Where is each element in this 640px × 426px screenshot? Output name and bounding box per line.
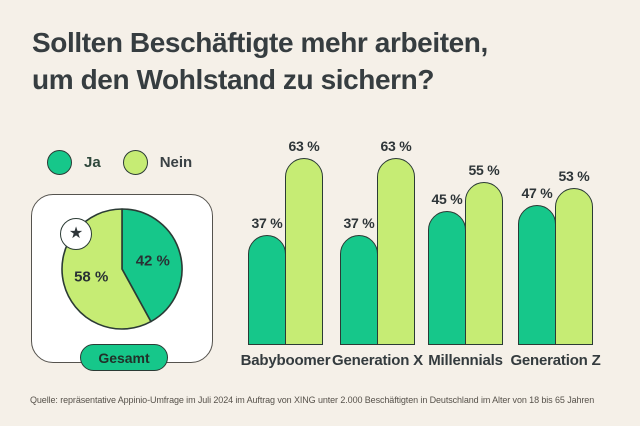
bar-ja-millennials [428, 211, 466, 345]
legend-item-ja: Ja [47, 150, 101, 175]
bar-value-label-ja-millennials: 45 % [431, 191, 463, 208]
category-label-babyboomer: Babyboomer [240, 352, 331, 369]
title-line-2: um den Wohlstand zu sichern? [32, 64, 435, 95]
bar-value-label-nein-babyboomer: 63 % [288, 137, 320, 154]
category-label-generation-x: Generation X [332, 352, 423, 369]
bar-value-label-ja-babyboomer: 37 % [251, 215, 283, 232]
pie-value-label-ja: 42 % [136, 253, 170, 270]
legend: Ja Nein [47, 150, 192, 175]
nein-color-swatch [122, 150, 148, 175]
ja-color-swatch [47, 150, 72, 175]
category-label-millennials: Millennials [428, 352, 503, 369]
pie-value-label-nein: 58 % [74, 268, 108, 285]
bar-ja-generation-x [340, 235, 378, 345]
legend-item-nein: Nein [122, 150, 193, 175]
page-title: Sollten Beschäftigte mehr arbeiten, um d… [32, 24, 488, 98]
star-badge: ★ [60, 218, 92, 250]
bar-nein-babyboomer [285, 157, 323, 345]
pie-slice-ja [121, 208, 183, 323]
bar-value-label-nein-generation-x: 63 % [380, 137, 412, 154]
bar-nein-generation-x [377, 157, 415, 345]
bar-ja-babyboomer [248, 235, 286, 345]
bar-nein-generation-z [555, 187, 593, 345]
legend-label-nein: Nein [159, 154, 193, 171]
total-pill-label: Gesamt [98, 349, 150, 366]
bar-ja-generation-z [518, 205, 556, 345]
bar-value-label-nein-generation-z: 53 % [558, 167, 590, 184]
total-pill: Gesamt [80, 344, 168, 371]
legend-label-ja: Ja [84, 154, 101, 171]
source-note: Quelle: repräsentative Appinio-Umfrage i… [30, 395, 595, 405]
bar-value-label-ja-generation-x: 37 % [343, 215, 375, 232]
category-label-generation-z: Generation Z [510, 352, 601, 369]
total-pie-card: 42 % 58 % ★ Gesamt [31, 194, 213, 371]
bar-value-label-ja-generation-z: 47 % [521, 185, 553, 202]
bar-nein-millennials [465, 181, 503, 345]
bar-value-label-nein-millennials: 55 % [468, 161, 500, 178]
star-icon: ★ [68, 225, 84, 242]
title-line-1: Sollten Beschäftigte mehr arbeiten, [32, 27, 488, 58]
